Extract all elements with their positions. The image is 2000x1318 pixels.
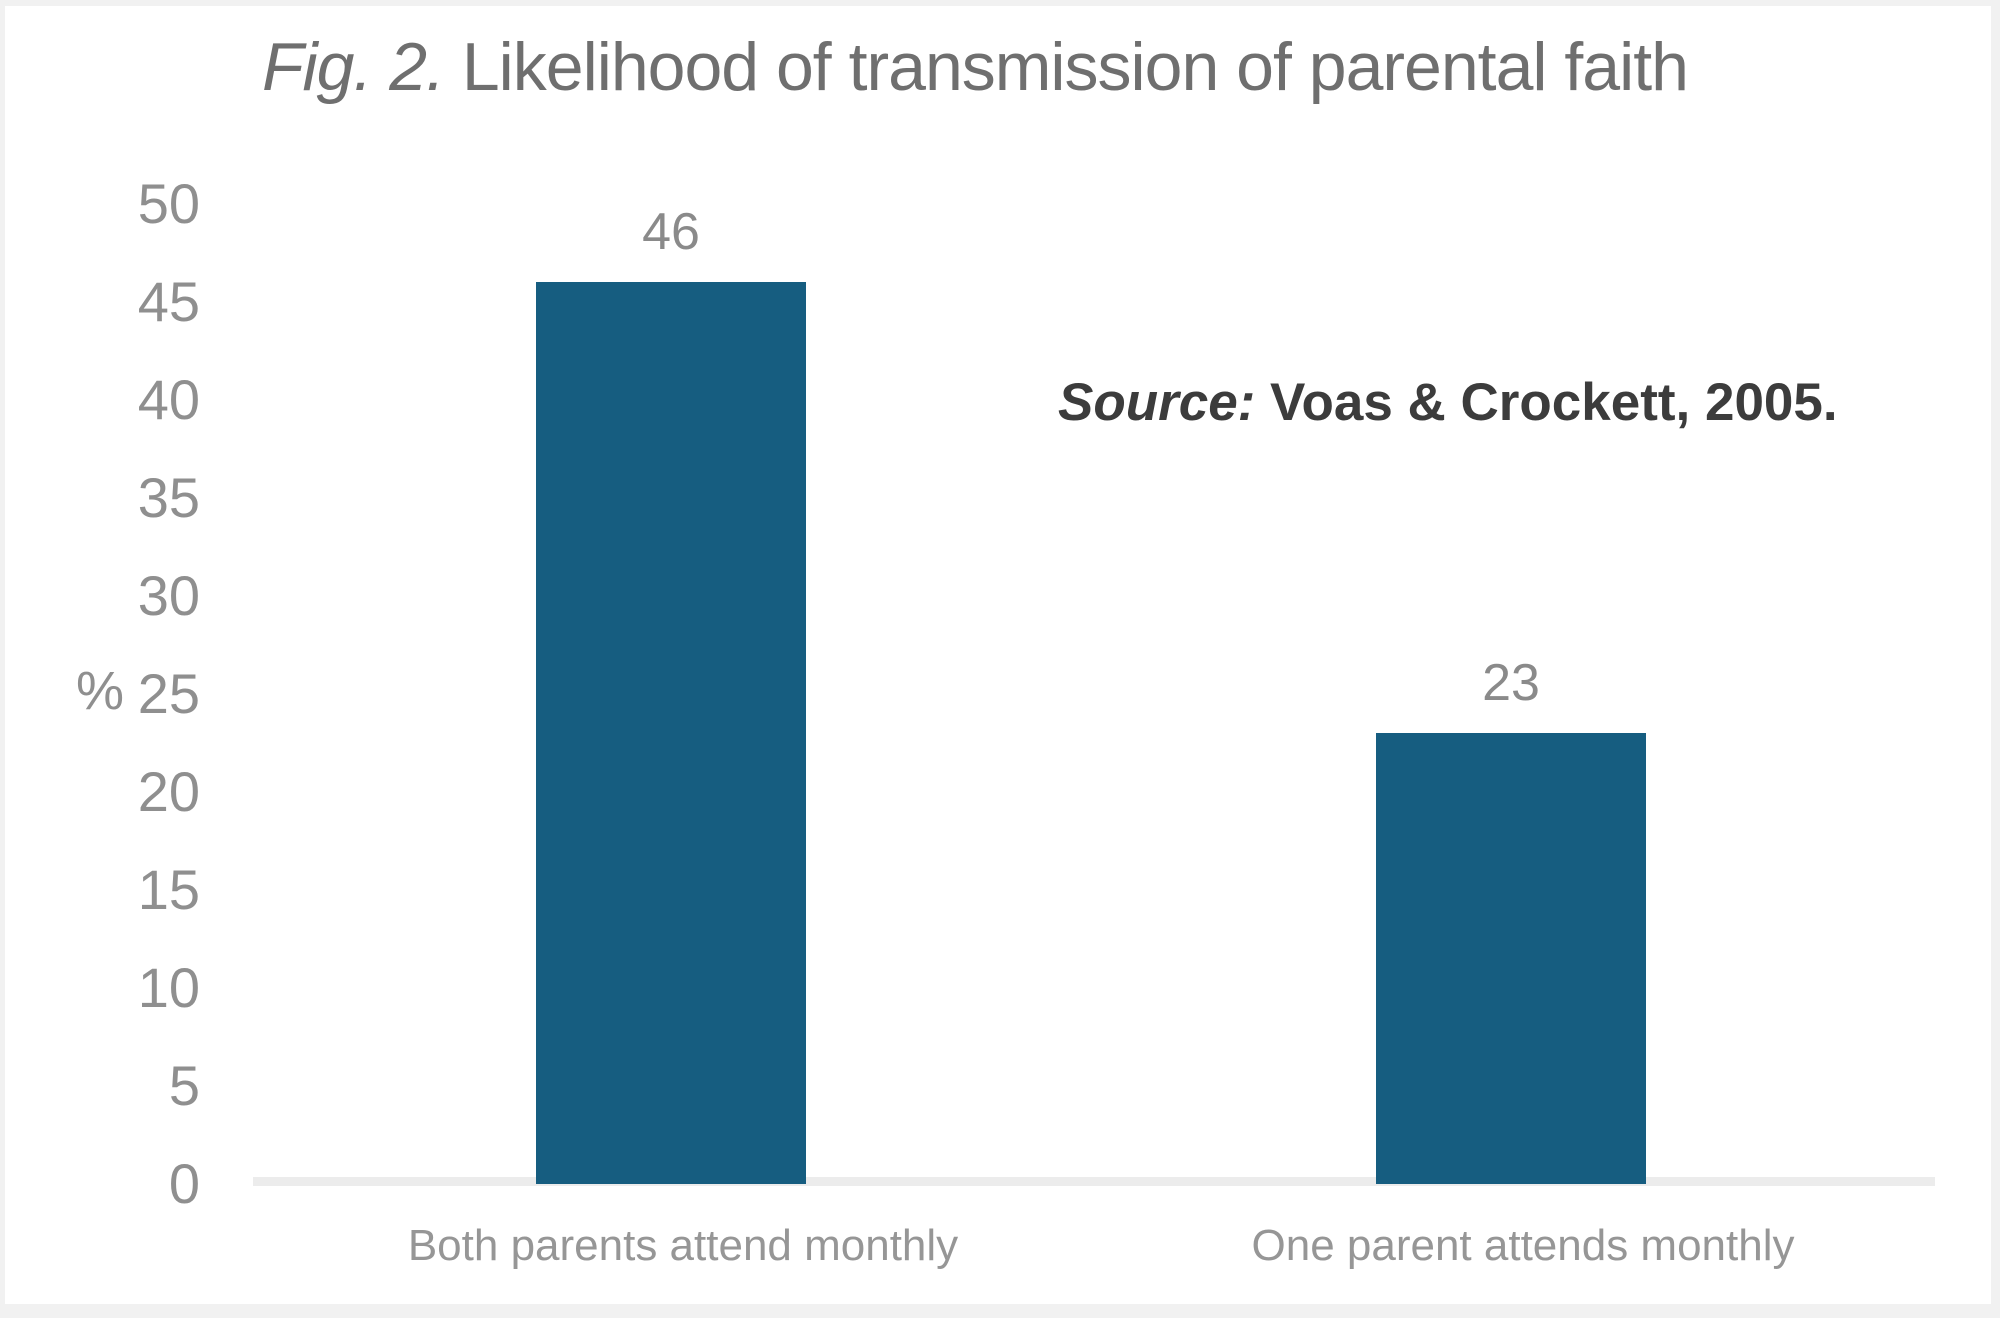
y-axis-tick-label: 30 bbox=[137, 564, 200, 627]
y-axis-tick-label: 0 bbox=[168, 1152, 200, 1215]
y-axis-tick-label: 5 bbox=[168, 1054, 200, 1117]
bar-value-label: 23 bbox=[1482, 654, 1540, 712]
x-axis-category-label: One parent attends monthly bbox=[1251, 1221, 1795, 1270]
bar-2 bbox=[1376, 733, 1646, 1184]
chart-title-text: Likelihood of transmission of parental f… bbox=[443, 29, 1689, 105]
chart-title-figure-number: Fig. 2. bbox=[262, 29, 445, 105]
source-note: Source: Voas & Crockett, 2005. bbox=[1058, 372, 1838, 433]
source-note-label: Source: bbox=[1058, 373, 1256, 432]
y-axis-tick-label: 10 bbox=[137, 956, 200, 1019]
y-axis-label: % bbox=[76, 661, 125, 721]
y-axis-tick-label: 15 bbox=[137, 858, 200, 921]
y-axis-tick-label: 25 bbox=[137, 662, 200, 725]
y-axis-tick-label: 45 bbox=[137, 270, 200, 333]
bar-value-label: 46 bbox=[642, 203, 700, 261]
bar-1 bbox=[536, 282, 806, 1184]
chart-title: Fig. 2. Likelihood of transmission of pa… bbox=[262, 28, 1689, 106]
x-axis-line bbox=[253, 1177, 1935, 1186]
x-axis-category-label: Both parents attend monthly bbox=[407, 1221, 959, 1270]
y-axis-tick-label: 40 bbox=[137, 368, 200, 431]
y-axis-tick-label: 20 bbox=[137, 760, 200, 823]
y-axis-tick-label: 50 bbox=[137, 172, 200, 235]
y-axis-tick-label: 35 bbox=[137, 466, 200, 529]
source-note-citation: Voas & Crockett, 2005. bbox=[1255, 373, 1838, 432]
